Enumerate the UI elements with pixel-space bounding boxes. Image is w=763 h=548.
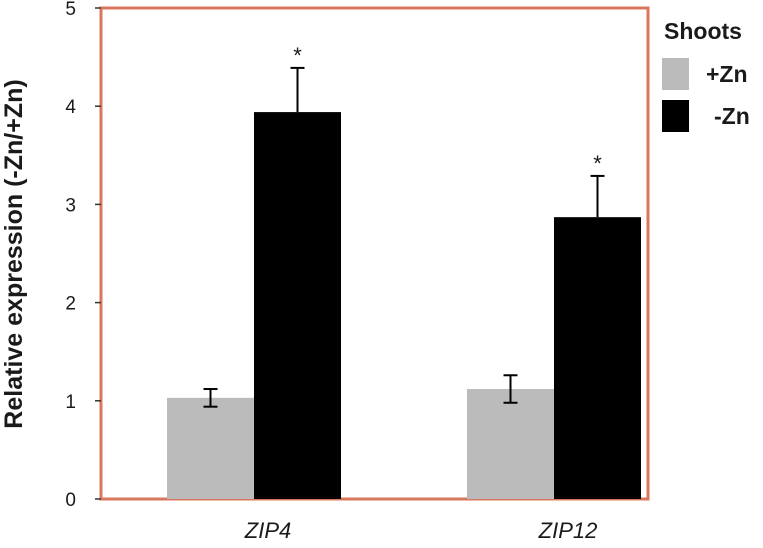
legend-label-minus-zn: -Zn: [714, 103, 750, 129]
plot-frame: [99, 6, 650, 501]
bar-zip12-minus-zn: [554, 217, 641, 499]
legend-title: Shoots: [664, 18, 742, 44]
y-tick-label: 3: [65, 195, 76, 216]
plot-area: [99, 6, 650, 501]
bar-zip12-plus-zn: [467, 389, 554, 499]
legend-swatch-minus-zn: [662, 100, 689, 132]
category-label-zip4: ZIP4: [244, 518, 291, 543]
y-tick-label: 0: [65, 490, 76, 511]
legend-label-plus-zn: +Zn: [706, 61, 748, 87]
y-axis-ticks: 0 1 2 3 4 5: [65, 0, 101, 511]
y-tick-label: 5: [65, 0, 76, 20]
y-tick-label: 1: [65, 392, 76, 413]
bar-zip4-plus-zn: [167, 397, 254, 499]
legend-swatch-plus-zn: [662, 58, 689, 90]
legend: +Zn -Zn: [662, 58, 750, 132]
category-label-zip12: ZIP12: [538, 518, 598, 543]
y-tick-label: 2: [65, 294, 76, 315]
bar-zip4-minus-zn: [254, 112, 341, 499]
bars: [167, 112, 641, 499]
error-bars: [203, 66, 605, 408]
y-tick-label: 4: [65, 97, 76, 118]
x-axis-category-labels: ZIP4 ZIP12: [244, 518, 598, 543]
significance-asterisk: *: [593, 151, 602, 176]
y-axis-label: Relative expression (-Zn/+Zn): [0, 79, 28, 428]
significance-markers: **: [293, 43, 602, 176]
significance-asterisk: *: [293, 43, 302, 68]
